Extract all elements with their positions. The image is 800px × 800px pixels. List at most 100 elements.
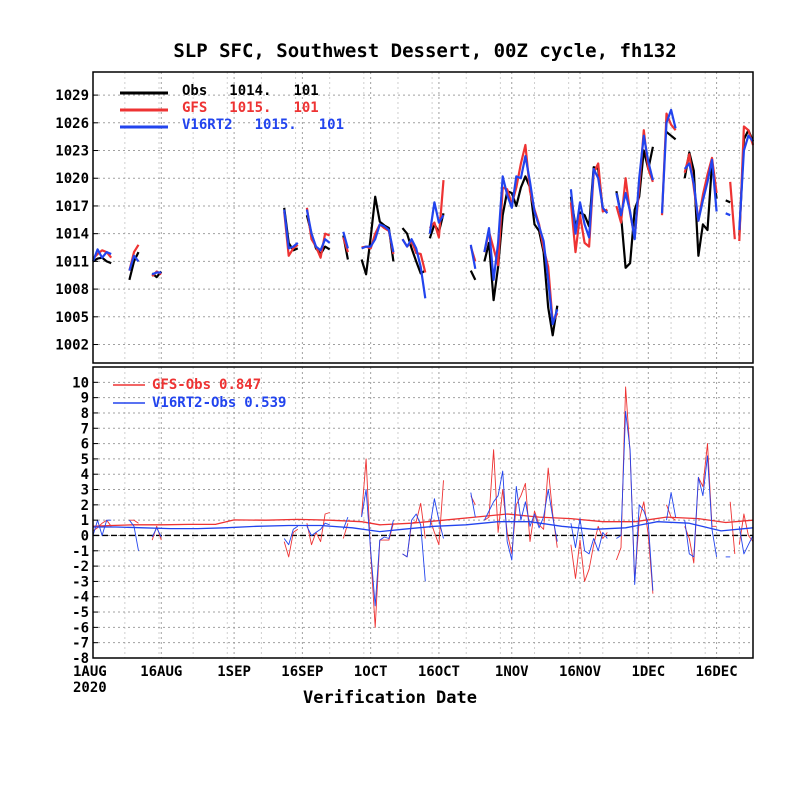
y-tick-label: -2 [72, 559, 89, 575]
series-v16rt2-obs-line [92, 519, 112, 536]
series-v16rt2-obs-line [684, 455, 718, 558]
series-gfs-obs-line [342, 523, 349, 539]
slp-panel: 1002 1005 1008 1011 1014 1017 1020 1023 1026 1029… [55, 71, 755, 364]
y-tick-label: 6 [81, 437, 89, 453]
y-tick-label: 9 [81, 391, 89, 407]
y-tick-label: -8 [72, 651, 89, 667]
y-tick-label: 1020 [55, 171, 89, 187]
slp-panel-frame [92, 71, 754, 364]
series-v16rt2-line [428, 201, 445, 234]
legend-value: 0.539 [244, 395, 286, 411]
series-gfs-obs-line [151, 525, 162, 541]
y-tick-label: 1029 [55, 88, 89, 104]
series-v16rt2-line [305, 209, 331, 252]
y-tick-label: 10 [72, 375, 89, 391]
series-gfs-obs-line [684, 443, 717, 564]
series-v16rt2-obs-line [306, 522, 330, 536]
diff-panel-frame [92, 366, 754, 659]
series-v16rt2-obs-line [616, 410, 654, 591]
series-v16rt2-line [660, 108, 677, 214]
slp-series [91, 108, 755, 337]
legend-mean: 1015. [255, 117, 297, 133]
series-obs-line [401, 227, 426, 275]
series-gfs-obs-line [361, 458, 394, 628]
series-v16rt2-line [342, 231, 349, 249]
series-v16rt2-obs-line [129, 519, 139, 551]
series-v16rt2-line [151, 271, 162, 276]
y-tick-label: 1026 [55, 116, 89, 132]
series-v16rt2-line [725, 212, 731, 217]
y-tick-label: 0 [81, 528, 89, 544]
series-v16rt2-line [361, 223, 395, 253]
y-tick-label: 3 [81, 483, 89, 499]
series-v16rt2-line [91, 248, 112, 262]
series-v16rt2-obs-line [402, 513, 426, 582]
series-obs-line [725, 199, 731, 204]
x-tick-label: 1NOV [495, 664, 529, 680]
series-gfs-obs-line [402, 502, 426, 558]
series-v16rt2-obs-line [483, 470, 558, 561]
series-obs-line [360, 195, 395, 276]
series-gfs-obs-line [429, 480, 444, 546]
legend-count: 101 [293, 83, 318, 99]
series-gfs-obs-line [615, 386, 654, 594]
legend-entry: Obs 1014. 101 [182, 83, 319, 99]
chart-title: SLP SFC, Southwest Dessert, 00Z cycle, f… [173, 40, 676, 62]
y-tick-label: 1014 [55, 227, 89, 243]
series-gfs-obs-line [570, 525, 608, 582]
x-axis-label: Verification Date [303, 688, 477, 708]
y-tick-label: -7 [72, 636, 89, 652]
x-tick-label: 1AUG [73, 664, 107, 680]
y-tick-label: -3 [72, 574, 89, 590]
legend-series-name: Obs [182, 83, 207, 99]
x-tick-label: 16DEC [696, 664, 738, 680]
series-v16rt2-obs-line [429, 498, 444, 539]
series-v16rt2-line [483, 155, 559, 326]
legend-count: 101 [319, 117, 344, 133]
series-gfs-obs-mean-line [92, 513, 754, 527]
legend-mean: 1015. [229, 100, 271, 116]
series-v16rt2-line [469, 244, 477, 270]
series-obs-line [665, 131, 677, 141]
series-gfs-obs-line [92, 519, 112, 532]
y-tick-label: 1008 [55, 282, 89, 298]
y-tick-label: 1002 [55, 338, 89, 354]
series-v16rt2-line [615, 134, 654, 241]
series-v16rt2-obs-line [570, 518, 608, 555]
x-tick-label: 16AUG [140, 664, 182, 680]
series-v16rt2-line [738, 134, 754, 231]
series-gfs-obs-line [129, 519, 139, 524]
y-tick-label: -6 [72, 620, 89, 636]
y-tick-label: -4 [72, 590, 89, 606]
series-v16rt2-obs-line [283, 525, 299, 546]
series-v16rt2-line [401, 238, 427, 299]
series-v16rt2-obs-line [738, 526, 754, 555]
y-tick-label: -1 [72, 544, 89, 560]
series-v16rt2-obs-line [361, 489, 394, 607]
series-v16rt2-line [569, 167, 609, 239]
y-tick-label: 1017 [55, 199, 89, 215]
series-v16rt2-obs-mean-line [93, 521, 754, 533]
series-gfs-obs-line [729, 501, 736, 554]
series-obs-line [483, 175, 559, 337]
series-gfs-obs-line [283, 528, 299, 558]
y-tick-label: 7 [81, 421, 89, 437]
legend-series-name: V16RT2 [182, 117, 233, 133]
x-axis-year: 2020 [73, 680, 107, 696]
y-tick-label: 1005 [55, 310, 89, 326]
diff-legend: GFS-Obs 0.847 V16RT2-Obs 0.539 [113, 377, 286, 411]
legend-entry: GFS-Obs 0.847 [152, 377, 261, 393]
x-tick-label: 16NOV [559, 664, 602, 680]
slp-y-ticks: 1002 1005 1008 1011 1014 1017 1020 1023 1026 1029 [55, 88, 98, 354]
legend-count: 101 [293, 100, 318, 116]
legend-entry: V16RT2 1015. 101 [182, 117, 344, 133]
legend-series-name: GFS-Obs [152, 377, 211, 393]
series-v16rt2-obs-line [470, 492, 476, 518]
series-v16rt2-line [283, 209, 299, 250]
y-tick-label: 4 [81, 467, 89, 483]
x-tick-label: 1OCT [354, 664, 388, 680]
y-tick-label: 1011 [55, 254, 89, 270]
legend-value: 0.847 [219, 377, 261, 393]
